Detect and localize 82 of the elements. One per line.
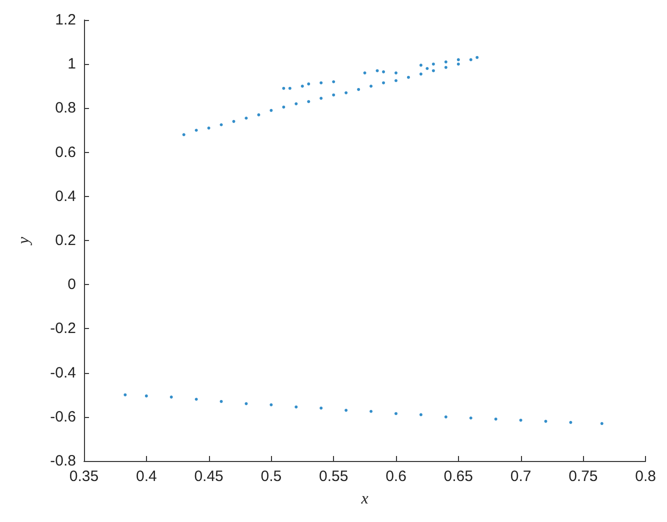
point <box>370 84 373 88</box>
point <box>344 408 348 412</box>
point <box>544 420 548 423</box>
point <box>382 81 386 84</box>
point <box>320 406 323 410</box>
point <box>307 82 310 86</box>
point <box>419 72 422 76</box>
point <box>426 67 429 70</box>
x-tick-label: 0.45 <box>194 468 224 485</box>
point <box>394 79 398 82</box>
point <box>332 93 336 96</box>
y-tick-label: -0.2 <box>50 320 76 338</box>
point <box>244 116 248 120</box>
point <box>363 71 366 74</box>
y-tick-label: 0.8 <box>55 100 76 117</box>
point <box>332 80 336 84</box>
point <box>170 396 173 399</box>
point <box>476 56 479 59</box>
point <box>124 393 127 396</box>
x-tick-label: 0.6 <box>386 468 406 485</box>
point <box>419 413 422 416</box>
point <box>394 71 398 74</box>
y-tick-label: 0.2 <box>55 232 76 249</box>
point <box>257 113 260 116</box>
point <box>320 81 323 84</box>
point <box>370 410 373 413</box>
point <box>344 91 348 94</box>
point <box>194 128 198 132</box>
point <box>469 416 472 420</box>
point <box>419 64 422 67</box>
point <box>376 69 379 72</box>
point <box>300 84 304 88</box>
point <box>444 415 448 418</box>
x-tick-label: 0.75 <box>568 468 598 485</box>
y-tick-label: 0 <box>68 276 76 294</box>
x-tick-label: 0.8 <box>635 468 656 485</box>
point <box>456 58 460 62</box>
point <box>600 422 604 426</box>
y-tick-label: 1.2 <box>55 12 76 28</box>
point <box>432 69 435 72</box>
point <box>456 62 460 66</box>
point <box>288 86 292 90</box>
x-tick-label: 0.65 <box>444 468 473 485</box>
y-tick-label: 1 <box>68 56 76 73</box>
y-tick-label: 0.4 <box>55 188 76 205</box>
point <box>194 398 198 401</box>
point <box>144 394 148 398</box>
point <box>307 100 310 104</box>
x-tick-label: 0.7 <box>510 468 532 485</box>
point <box>207 126 210 130</box>
point <box>220 123 223 126</box>
y-tick-label: -0.6 <box>50 408 76 426</box>
point <box>444 66 448 69</box>
point <box>270 108 273 112</box>
point <box>232 120 236 123</box>
y-tick-label: -0.4 <box>50 364 76 382</box>
point <box>406 76 410 79</box>
point <box>432 62 435 66</box>
point <box>282 86 286 90</box>
x-tick-label: 0.5 <box>260 468 282 485</box>
point <box>220 400 223 403</box>
point <box>244 402 248 406</box>
x-tick-label: 0.55 <box>318 468 348 485</box>
point <box>282 106 286 109</box>
y-axis-title: y <box>16 236 32 246</box>
y-tick-label: -0.8 <box>50 452 76 470</box>
point <box>182 133 186 136</box>
point <box>519 418 522 422</box>
point <box>469 58 472 62</box>
x-tick-label: 0.35 <box>69 468 99 485</box>
point <box>320 96 323 100</box>
point <box>444 60 448 64</box>
point <box>382 70 386 74</box>
x-axis-title: x <box>360 490 368 508</box>
point <box>270 403 273 406</box>
x-tick-label: 0.4 <box>136 468 157 485</box>
point <box>569 420 572 424</box>
point <box>394 412 398 416</box>
y-tick-label: 0.6 <box>55 144 76 161</box>
point <box>494 418 498 421</box>
point <box>357 88 360 91</box>
point <box>294 405 298 408</box>
